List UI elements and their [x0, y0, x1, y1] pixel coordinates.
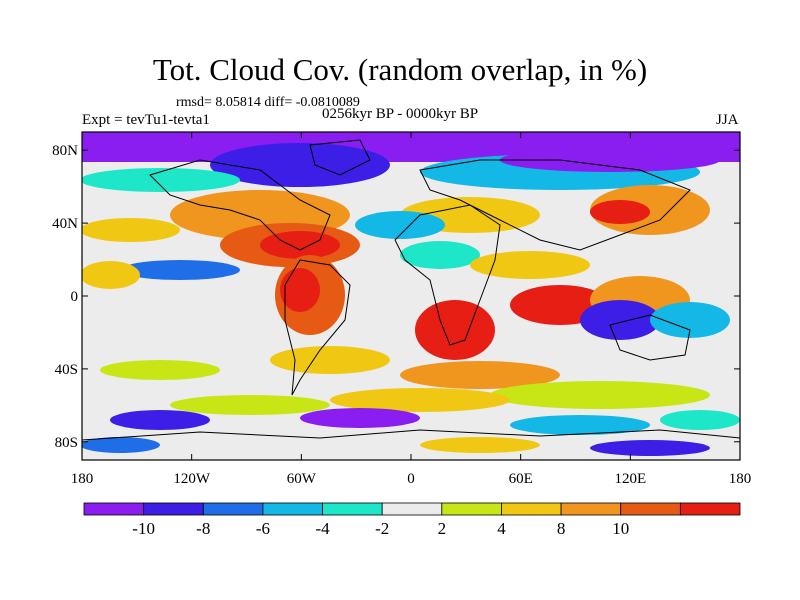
lon-label: 120W: [173, 471, 211, 487]
lat-label: 80S: [55, 435, 78, 451]
lon-label: 60E: [509, 471, 533, 487]
lat-label: 40N: [52, 216, 78, 232]
colorbar-labels: -10 -8 -6 -4 -2 2 4 8 10: [132, 519, 629, 538]
colorbar-label: 8: [557, 519, 566, 538]
axis-ticks: [81, 132, 741, 460]
colorbar-swatch: [83, 502, 145, 516]
season-label: JJA: [716, 112, 739, 128]
colorbar-swatch: [143, 502, 204, 516]
coastlines: [82, 139, 740, 441]
map-field: [82, 132, 740, 460]
lon-label: 180: [71, 471, 94, 487]
map-title: Tot. Cloud Cov. (random overlap, in %): [152, 52, 648, 87]
lon-label: 60W: [287, 471, 317, 487]
colorbar-label: 4: [497, 519, 506, 538]
lat-label: 40S: [55, 362, 78, 378]
longitude-labels: 180 120W 60W 0 60E 120E 180: [71, 471, 752, 487]
lat-label: 80N: [52, 143, 78, 159]
colorbar-label: 10: [612, 519, 629, 538]
colorbar-swatch: [202, 502, 264, 516]
colorbar-swatch: [501, 502, 562, 516]
colorbar-swatch: [441, 502, 502, 516]
lon-label: 120E: [614, 471, 646, 487]
colorbar-swatch: [322, 502, 383, 516]
colorbar-label: 2: [438, 519, 447, 538]
colorbar-swatch: [262, 502, 323, 516]
experiment-label: Expt = tevTu1-tevta1: [82, 112, 210, 128]
colorbar: [83, 502, 741, 516]
colorbar-swatch: [560, 502, 622, 516]
stats-line: rmsd= 8.05814 diff= -0.0810089: [176, 95, 360, 110]
colorbar-swatch: [679, 502, 741, 516]
colorbar-label: -8: [196, 519, 210, 538]
colorbar-swatch: [381, 502, 443, 516]
latitude-labels: 80N 40N 0 40S 80S: [52, 143, 78, 451]
lon-label: 0: [407, 471, 415, 487]
lat-label: 0: [71, 289, 79, 305]
colorbar-swatch: [620, 502, 681, 516]
colorbar-label: -6: [256, 519, 270, 538]
period-label: 0256kyr BP - 0000kyr BP: [322, 106, 479, 122]
colorbar-label: -10: [132, 519, 155, 538]
lon-label: 180: [729, 471, 752, 487]
colorbar-label: -2: [375, 519, 389, 538]
colorbar-label: -4: [315, 519, 330, 538]
